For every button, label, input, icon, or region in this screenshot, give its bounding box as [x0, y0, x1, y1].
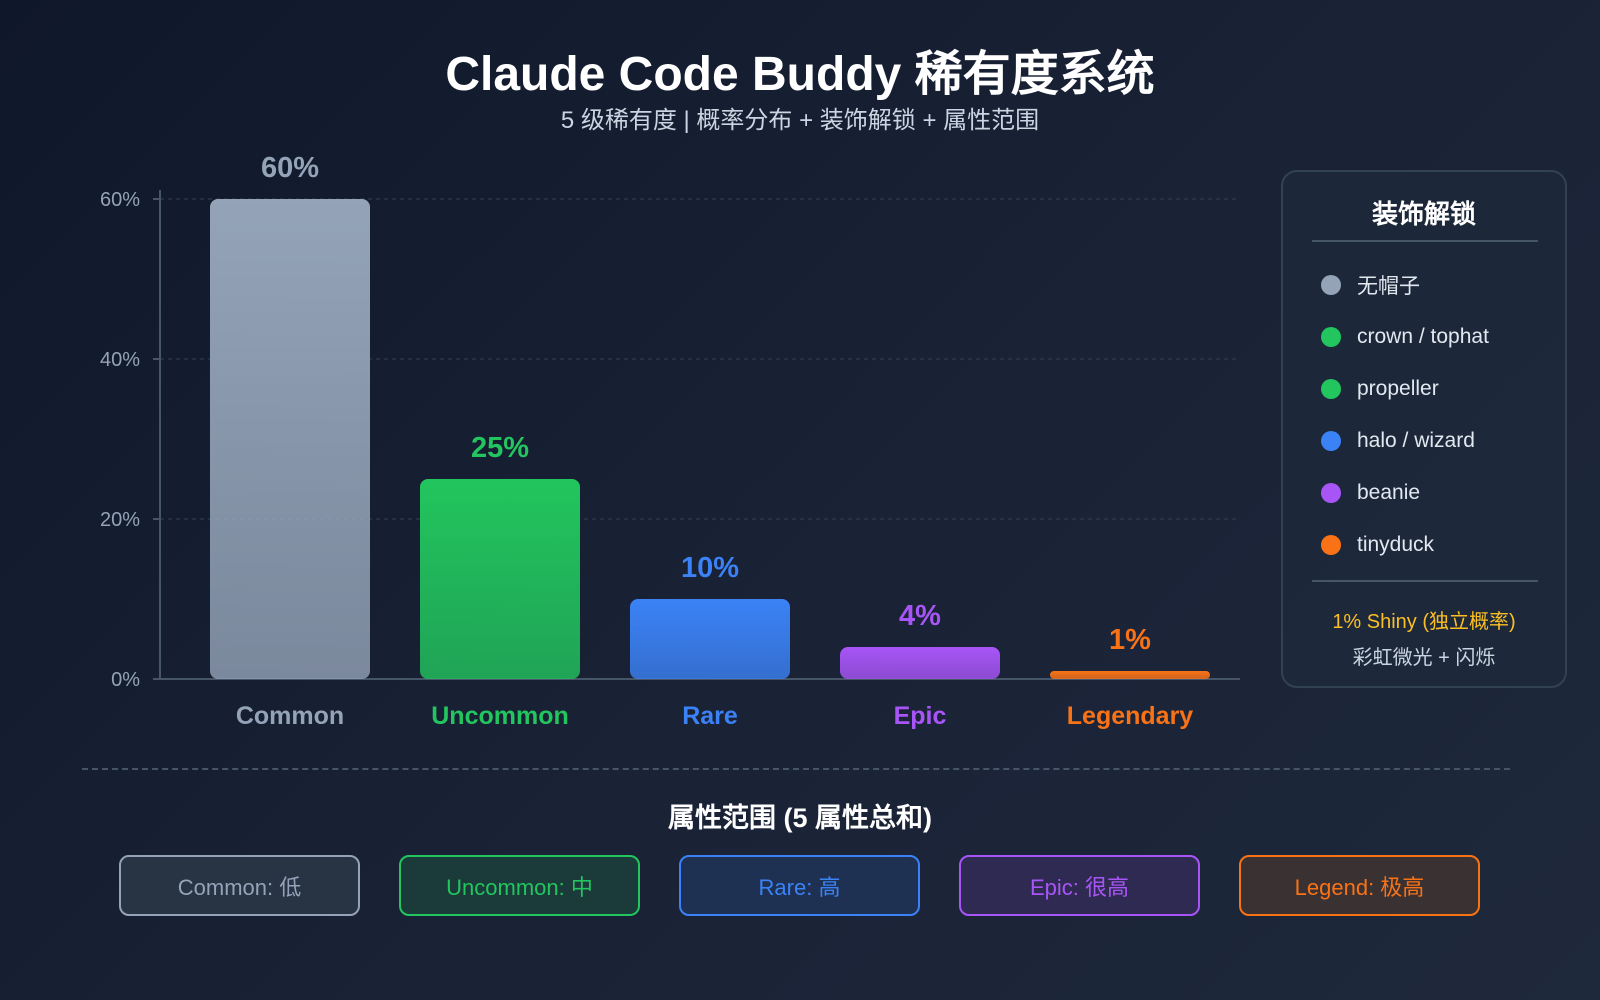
- page-subtitle: 5 级稀有度 | 概率分布 + 装饰解锁 + 属性范围: [560, 107, 1040, 134]
- color-dot-icon: [1321, 275, 1341, 295]
- section-divider: [82, 768, 1510, 770]
- page-title: Claude Code Buddy 稀有度系统: [445, 48, 1155, 101]
- bar-value-label: 4%: [899, 600, 941, 632]
- color-dot-icon: [1321, 327, 1341, 347]
- y-tick-label: 0%: [111, 669, 140, 691]
- legend-label: halo / wizard: [1357, 429, 1475, 452]
- attribute-range-badge: Uncommon: 中: [399, 855, 640, 916]
- color-dot-icon: [1321, 483, 1341, 503]
- shiny-description: 彩虹微光 + 闪烁: [1352, 647, 1496, 669]
- bar-legendary: [1050, 671, 1210, 679]
- legend-item: propeller: [1321, 374, 1439, 404]
- shiny-chance: 1% Shiny (独立概率): [1332, 611, 1516, 633]
- category-label: Legendary: [1067, 702, 1194, 730]
- attribute-range-badge: Common: 低: [119, 855, 360, 916]
- bar-value-label: 60%: [261, 152, 319, 184]
- legend-item: beanie: [1321, 478, 1420, 508]
- legend-label: crown / tophat: [1357, 325, 1489, 348]
- decoration-unlock-panel: 装饰解锁 无帽子 crown / tophat propeller halo / wi…: [1281, 170, 1567, 688]
- color-dot-icon: [1321, 379, 1341, 399]
- panel-title: 装饰解锁: [1371, 199, 1476, 229]
- bar-value-label: 1%: [1109, 624, 1151, 656]
- category-label: Common: [236, 702, 344, 730]
- y-tick-label: 60%: [100, 189, 140, 211]
- legend-label: beanie: [1357, 481, 1421, 504]
- legend-label: 无帽子: [1357, 275, 1420, 298]
- legend-item: crown / tophat: [1321, 322, 1489, 352]
- category-label: Epic: [894, 702, 947, 730]
- attributes-title: 属性范围 (5 属性总和): [667, 803, 932, 833]
- bar-rare: [630, 599, 790, 679]
- divider: [1312, 240, 1538, 242]
- attribute-range-badge: Legend: 极高: [1239, 855, 1480, 916]
- y-tick-label: 40%: [100, 349, 140, 371]
- legend-item: 无帽子: [1321, 270, 1420, 300]
- attribute-range-badge: Epic: 很高: [959, 855, 1200, 916]
- bar-value-label: 25%: [471, 432, 529, 464]
- legend-label: tinyduck: [1357, 533, 1435, 556]
- category-label: Uncommon: [431, 702, 569, 730]
- y-tick-label: 20%: [100, 509, 140, 531]
- category-label: Rare: [682, 702, 738, 730]
- bar-common: [210, 199, 370, 679]
- bar-epic: [840, 647, 1000, 679]
- rarity-bar-chart: 0% 20% 40% 60% 60% Common 25% Uncommon 10% Rare 4%…: [100, 152, 1240, 730]
- color-dot-icon: [1321, 431, 1341, 451]
- color-dot-icon: [1321, 535, 1341, 555]
- legend-label: propeller: [1357, 377, 1439, 400]
- attribute-range-badge: Rare: 高: [679, 855, 920, 916]
- legend-item: halo / wizard: [1321, 426, 1475, 456]
- legend-item: tinyduck: [1321, 530, 1434, 560]
- bar-uncommon: [420, 479, 580, 679]
- bar-value-label: 10%: [681, 552, 739, 584]
- divider: [1312, 580, 1538, 582]
